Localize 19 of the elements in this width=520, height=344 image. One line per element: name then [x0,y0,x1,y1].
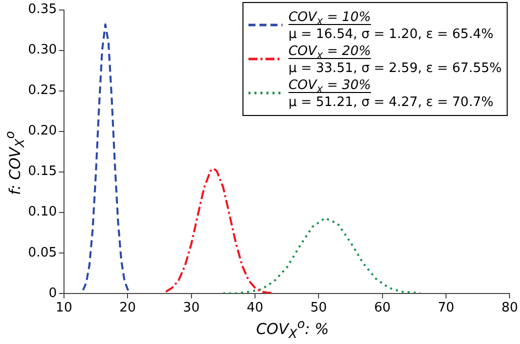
x-tick-label: 60 [374,300,391,316]
y-tick-label: 0 [48,286,57,301]
x-tick-label: 80 [501,300,518,316]
x-tick-label: 70 [438,300,454,316]
line-series [222,217,422,294]
y-tick-label: 0.05 [28,245,57,260]
y-tick-label: 0.10 [28,204,57,220]
y-tick-label: 0.25 [28,83,57,98]
y-tick-label: 0.30 [28,42,57,58]
y-tick-label: 0.15 [28,164,57,180]
line-series [82,23,132,294]
y-tick-label: 0.35 [28,2,57,18]
x-axis-title: COV$_{X}$$^{o}$: % [255,316,330,341]
x-tick-label: 10 [56,300,72,316]
x-tick-label: 30 [183,300,200,316]
y-tick-label: 0.20 [28,124,57,139]
x-tick-label: 50 [310,300,327,316]
x-tick-label: 40 [246,300,264,316]
x-tick-label: 20 [119,300,136,316]
